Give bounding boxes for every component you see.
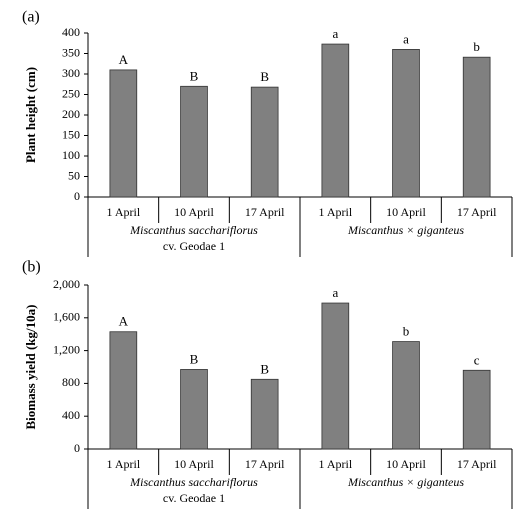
significance-letter: a [332, 285, 338, 300]
y-tick-label: 1,200 [53, 342, 80, 356]
bar [109, 331, 138, 450]
bar [392, 341, 420, 450]
significance-letter: b [403, 324, 410, 339]
significance-letter: b [473, 39, 480, 54]
bar [109, 69, 138, 198]
x-tick-label: 1 April [106, 205, 140, 219]
x-tick-label: 17 April [245, 205, 285, 219]
group-sublabel: cv. Geodae 1 [163, 491, 225, 505]
panel-label: (a) [22, 9, 40, 26]
significance-letter: B [190, 68, 199, 83]
significance-letter: B [260, 69, 269, 84]
y-axis-title: Biomass yield (kg/10a) [23, 305, 38, 430]
group-sublabel: cv. Geodae 1 [163, 239, 225, 253]
y-tick-label: 400 [62, 25, 80, 39]
bar [250, 86, 279, 198]
y-tick-label: 100 [62, 148, 80, 162]
x-tick-label: 10 April [386, 205, 426, 219]
x-tick-label: 1 April [318, 205, 352, 219]
y-tick-label: 250 [62, 86, 80, 100]
x-tick-label: 1 April [318, 457, 352, 471]
group-label: Miscanthus × giganteus [347, 475, 464, 489]
y-tick-label: 350 [62, 45, 80, 59]
x-tick-label: 17 April [457, 457, 497, 471]
y-axis-title: Plant height (cm) [23, 67, 38, 163]
x-tick-label: 10 April [174, 205, 214, 219]
bar [250, 378, 279, 450]
y-tick-label: 0 [74, 189, 80, 203]
x-tick-label: 10 April [386, 457, 426, 471]
bar [321, 302, 350, 450]
x-tick-label: 17 April [245, 457, 285, 471]
significance-letter: a [332, 26, 338, 41]
significance-letter: B [260, 361, 269, 376]
y-tick-label: 0 [74, 441, 80, 455]
y-tick-label: 2,000 [53, 277, 80, 291]
y-tick-label: 200 [62, 107, 80, 121]
significance-letter: c [474, 352, 480, 367]
significance-letter: a [403, 31, 409, 46]
significance-letter: A [119, 314, 129, 329]
y-tick-label: 1,600 [53, 310, 80, 324]
y-tick-label: 150 [62, 127, 80, 141]
bar [462, 56, 491, 198]
significance-letter: A [119, 52, 129, 67]
bar [462, 369, 491, 450]
panel-label: (b) [22, 259, 41, 276]
y-tick-label: 800 [62, 375, 80, 389]
y-tick-label: 400 [62, 408, 80, 422]
x-tick-label: 17 April [457, 205, 497, 219]
group-label: Miscanthus sacchariflorus [129, 475, 258, 489]
significance-letter: B [190, 351, 199, 366]
bar [180, 85, 208, 198]
x-tick-label: 1 April [106, 457, 140, 471]
bar [321, 43, 350, 198]
y-tick-label: 50 [68, 168, 80, 182]
bar [180, 369, 208, 450]
group-label: Miscanthus sacchariflorus [129, 223, 258, 237]
y-tick-label: 300 [62, 66, 80, 80]
bar [392, 49, 420, 198]
x-tick-label: 10 April [174, 457, 214, 471]
group-label: Miscanthus × giganteus [347, 223, 464, 237]
